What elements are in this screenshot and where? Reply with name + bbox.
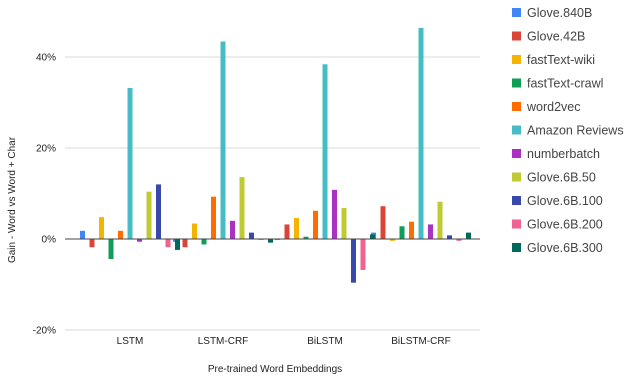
legend-item: Glove.6B.100	[512, 194, 603, 208]
legend-label: fastText-wiki	[527, 53, 595, 67]
x-tick-label: BiLSTM	[307, 336, 343, 347]
y-tick-label: 0%	[42, 235, 57, 246]
bar-fasttext-wiki-bilstm	[294, 218, 299, 239]
bar-fasttext-wiki-lstm	[99, 217, 104, 239]
bar-numberbatch-bilstm	[332, 189, 337, 239]
legend-label: Glove.42B	[527, 30, 585, 44]
bar-amazon-reviews-bilstm	[322, 64, 328, 239]
bar-glove-6b-50-bilstm	[341, 208, 347, 239]
legend-swatch	[512, 172, 521, 182]
bar-amazon-reviews-lstm-crf	[220, 41, 226, 239]
legend-swatch	[512, 196, 521, 205]
legend-label: Glove.6B.50	[527, 171, 596, 185]
bar-glove-6b-300-lstm-crf	[268, 239, 273, 243]
bar-glove-42b-bilstm	[284, 224, 290, 239]
bar-numberbatch-lstm-crf	[230, 220, 235, 239]
legend-label: word2vec	[526, 100, 581, 114]
bar-numberbatch-bilstm-crf	[428, 224, 433, 239]
x-tick-label: BiLSTM-CRF	[391, 336, 450, 347]
y-tick-label: -20%	[33, 326, 56, 337]
legend-swatch	[512, 243, 521, 252]
bar-glove-6b-200-lstm	[165, 239, 171, 248]
y-tick-label: 20%	[36, 144, 56, 155]
bar-glove-6b-50-lstm-crf	[239, 177, 245, 239]
legend-item: fastText-wiki	[512, 53, 595, 67]
bar-glove-6b-100-bilstm-crf	[447, 235, 452, 239]
legend-swatch	[512, 125, 521, 135]
bar-word2vec-lstm-crf	[211, 196, 216, 239]
x-axis-title: Pre-trained Word Embeddings	[208, 364, 342, 375]
bar-amazon-reviews-lstm	[127, 87, 133, 239]
legend-item: Glove.840B	[512, 6, 592, 20]
bar-glove-42b-lstm	[89, 239, 95, 248]
bar-glove-6b-100-lstm	[156, 184, 161, 239]
bar-fasttext-crawl-bilstm-crf	[399, 226, 405, 239]
y-axis-title: Gain - Word vs Word + Char	[7, 136, 18, 263]
x-tick-label: LSTM	[117, 336, 144, 347]
bar-numberbatch-lstm	[137, 239, 142, 242]
legend-swatch	[512, 8, 521, 17]
legend-label: Glove.6B.300	[527, 241, 603, 255]
bar-glove-6b-50-bilstm-crf	[437, 201, 443, 239]
bar-glove-6b-100-bilstm	[351, 239, 356, 283]
legend-item: Glove.6B.50	[512, 171, 596, 185]
x-tick-label: LSTM-CRF	[198, 336, 249, 347]
legend-swatch	[512, 55, 521, 64]
bar-glove-6b-300-bilstm	[370, 234, 375, 239]
y-tick-label: 40%	[36, 53, 56, 64]
bars	[80, 27, 471, 283]
bar-glove-6b-100-lstm-crf	[249, 232, 254, 239]
legend-label: Amazon Reviews	[527, 124, 624, 138]
bar-fasttext-crawl-lstm	[108, 239, 114, 260]
legend-item: fastText-crawl	[512, 77, 603, 91]
legend-swatch	[512, 149, 521, 158]
y-tick-labels: -20% 0% 20% 40%	[33, 53, 56, 337]
legend-item: Amazon Reviews	[512, 124, 624, 138]
legend-item: word2vec	[512, 100, 581, 114]
bar-glove-42b-bilstm-crf	[380, 206, 386, 239]
bar-glove-6b-200-bilstm	[360, 239, 366, 270]
legend-label: Glove.840B	[527, 6, 592, 20]
bar-glove-6b-50-lstm	[146, 191, 152, 239]
bar-glove-42b-lstm-crf	[182, 239, 188, 248]
legend-item: numberbatch	[512, 147, 600, 161]
legend-label: fastText-crawl	[527, 77, 603, 91]
legend-item: Glove.6B.200	[512, 218, 603, 232]
bar-word2vec-bilstm-crf	[409, 221, 414, 239]
bar-word2vec-bilstm	[313, 210, 318, 239]
bar-fasttext-crawl-bilstm	[303, 236, 309, 239]
legend-item: Glove.42B	[512, 30, 585, 44]
legend-swatch	[512, 31, 521, 41]
legend-swatch	[512, 78, 521, 88]
legend-label: Glove.6B.200	[527, 218, 603, 232]
bar-fasttext-wiki-lstm-crf	[192, 223, 197, 239]
x-tick-labels: LSTM LSTM-CRF BiLSTM BiLSTM-CRF	[117, 336, 451, 347]
legend: Glove.840B Glove.42B fastText-wiki fastText…	[512, 6, 624, 255]
bar-fasttext-wiki-bilstm-crf	[390, 239, 395, 241]
bar-glove-6b-300-bilstm-crf	[466, 232, 471, 239]
bar-word2vec-lstm	[118, 230, 123, 239]
legend-label: numberbatch	[527, 147, 600, 161]
bar-glove-6b-200-bilstm-crf	[456, 239, 462, 241]
legend-swatch	[512, 219, 521, 229]
legend-label: Glove.6B.100	[527, 194, 603, 208]
bar-glove-6b-300-lstm	[175, 239, 180, 250]
bar-amazon-reviews-bilstm-crf	[418, 27, 424, 239]
legend-swatch	[512, 102, 521, 111]
bar-glove-840b-lstm	[80, 230, 85, 239]
gridlines	[65, 56, 480, 331]
legend-item: Glove.6B.300	[512, 241, 603, 255]
bar-fasttext-crawl-lstm-crf	[201, 239, 207, 245]
